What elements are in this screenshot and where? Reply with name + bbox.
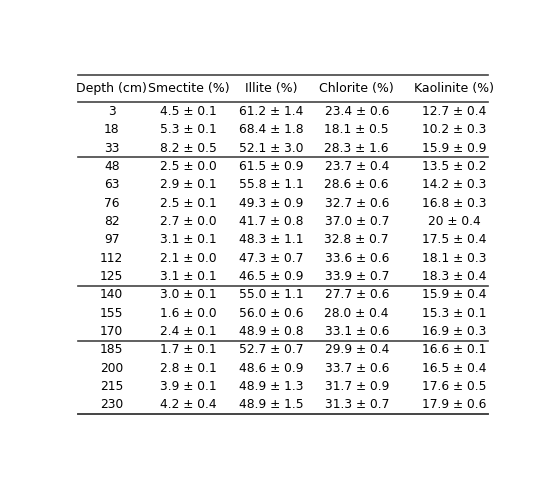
Text: 18.1 ± 0.5: 18.1 ± 0.5	[325, 124, 389, 136]
Text: 15.9 ± 0.4: 15.9 ± 0.4	[422, 288, 486, 301]
Text: 49.3 ± 0.9: 49.3 ± 0.9	[239, 196, 303, 210]
Text: 48.9 ± 1.5: 48.9 ± 1.5	[239, 398, 304, 411]
Text: 47.3 ± 0.7: 47.3 ± 0.7	[239, 251, 303, 265]
Text: 31.7 ± 0.9: 31.7 ± 0.9	[325, 380, 389, 393]
Text: 2.8 ± 0.1: 2.8 ± 0.1	[161, 362, 217, 374]
Text: 29.9 ± 0.4: 29.9 ± 0.4	[325, 343, 389, 356]
Text: 12.7 ± 0.4: 12.7 ± 0.4	[422, 105, 486, 118]
Text: 52.7 ± 0.7: 52.7 ± 0.7	[239, 343, 304, 356]
Text: 200: 200	[100, 362, 124, 374]
Text: 17.5 ± 0.4: 17.5 ± 0.4	[422, 233, 486, 247]
Text: 18: 18	[104, 124, 120, 136]
Text: 17.6 ± 0.5: 17.6 ± 0.5	[422, 380, 486, 393]
Text: 32.7 ± 0.6: 32.7 ± 0.6	[325, 196, 389, 210]
Text: Smectite (%): Smectite (%)	[148, 82, 230, 95]
Text: 15.3 ± 0.1: 15.3 ± 0.1	[422, 307, 486, 319]
Text: 48.9 ± 1.3: 48.9 ± 1.3	[239, 380, 304, 393]
Text: 37.0 ± 0.7: 37.0 ± 0.7	[325, 215, 389, 228]
Text: 46.5 ± 0.9: 46.5 ± 0.9	[239, 270, 304, 283]
Text: 14.2 ± 0.3: 14.2 ± 0.3	[422, 178, 486, 191]
Text: Illite (%): Illite (%)	[245, 82, 298, 95]
Text: 2.1 ± 0.0: 2.1 ± 0.0	[161, 251, 217, 265]
Text: 2.4 ± 0.1: 2.4 ± 0.1	[161, 325, 217, 338]
Text: 15.9 ± 0.9: 15.9 ± 0.9	[422, 142, 486, 155]
Text: 16.8 ± 0.3: 16.8 ± 0.3	[422, 196, 486, 210]
Text: 61.5 ± 0.9: 61.5 ± 0.9	[239, 160, 304, 173]
Text: 16.5 ± 0.4: 16.5 ± 0.4	[422, 362, 486, 374]
Text: 2.5 ± 0.1: 2.5 ± 0.1	[161, 196, 217, 210]
Text: 76: 76	[104, 196, 120, 210]
Text: Depth (cm): Depth (cm)	[76, 82, 147, 95]
Text: 125: 125	[100, 270, 124, 283]
Text: 52.1 ± 3.0: 52.1 ± 3.0	[239, 142, 304, 155]
Text: 4.5 ± 0.1: 4.5 ± 0.1	[161, 105, 217, 118]
Text: 48.3 ± 1.1: 48.3 ± 1.1	[239, 233, 304, 247]
Text: 18.3 ± 0.4: 18.3 ± 0.4	[422, 270, 486, 283]
Text: 4.2 ± 0.4: 4.2 ± 0.4	[161, 398, 217, 411]
Text: 32.8 ± 0.7: 32.8 ± 0.7	[325, 233, 389, 247]
Text: 170: 170	[100, 325, 124, 338]
Text: 61.2 ± 1.4: 61.2 ± 1.4	[239, 105, 303, 118]
Text: 140: 140	[100, 288, 124, 301]
Text: 48.6 ± 0.9: 48.6 ± 0.9	[239, 362, 304, 374]
Text: 10.2 ± 0.3: 10.2 ± 0.3	[422, 124, 486, 136]
Text: 2.7 ± 0.0: 2.7 ± 0.0	[161, 215, 217, 228]
Text: 82: 82	[104, 215, 120, 228]
Text: 33: 33	[104, 142, 120, 155]
Text: 23.7 ± 0.4: 23.7 ± 0.4	[325, 160, 389, 173]
Text: 3.9 ± 0.1: 3.9 ± 0.1	[161, 380, 217, 393]
Text: 48.9 ± 0.8: 48.9 ± 0.8	[239, 325, 304, 338]
Text: 33.6 ± 0.6: 33.6 ± 0.6	[325, 251, 389, 265]
Text: 3.0 ± 0.1: 3.0 ± 0.1	[161, 288, 217, 301]
Text: 48: 48	[104, 160, 120, 173]
Text: 2.5 ± 0.0: 2.5 ± 0.0	[161, 160, 217, 173]
Text: 3: 3	[108, 105, 116, 118]
Text: 3.1 ± 0.1: 3.1 ± 0.1	[161, 233, 217, 247]
Text: 3.1 ± 0.1: 3.1 ± 0.1	[161, 270, 217, 283]
Text: 63: 63	[104, 178, 120, 191]
Text: Kaolinite (%): Kaolinite (%)	[414, 82, 494, 95]
Text: 16.6 ± 0.1: 16.6 ± 0.1	[422, 343, 486, 356]
Text: 28.3 ± 1.6: 28.3 ± 1.6	[325, 142, 389, 155]
Text: 97: 97	[104, 233, 120, 247]
Text: 55.0 ± 1.1: 55.0 ± 1.1	[239, 288, 304, 301]
Text: 17.9 ± 0.6: 17.9 ± 0.6	[422, 398, 486, 411]
Text: 56.0 ± 0.6: 56.0 ± 0.6	[239, 307, 304, 319]
Text: 28.6 ± 0.6: 28.6 ± 0.6	[325, 178, 389, 191]
Text: 8.2 ± 0.5: 8.2 ± 0.5	[160, 142, 217, 155]
Text: 31.3 ± 0.7: 31.3 ± 0.7	[325, 398, 389, 411]
Text: 68.4 ± 1.8: 68.4 ± 1.8	[239, 124, 304, 136]
Text: 185: 185	[100, 343, 124, 356]
Text: 33.7 ± 0.6: 33.7 ± 0.6	[325, 362, 389, 374]
Text: 230: 230	[100, 398, 124, 411]
Text: 13.5 ± 0.2: 13.5 ± 0.2	[422, 160, 486, 173]
Text: 20 ± 0.4: 20 ± 0.4	[428, 215, 480, 228]
Text: 112: 112	[100, 251, 124, 265]
Text: 27.7 ± 0.6: 27.7 ± 0.6	[325, 288, 389, 301]
Text: 5.3 ± 0.1: 5.3 ± 0.1	[161, 124, 217, 136]
Text: 2.9 ± 0.1: 2.9 ± 0.1	[161, 178, 217, 191]
Text: 33.9 ± 0.7: 33.9 ± 0.7	[325, 270, 389, 283]
Text: 55.8 ± 1.1: 55.8 ± 1.1	[239, 178, 304, 191]
Text: 215: 215	[100, 380, 124, 393]
Text: 33.1 ± 0.6: 33.1 ± 0.6	[325, 325, 389, 338]
Text: 23.4 ± 0.6: 23.4 ± 0.6	[325, 105, 389, 118]
Text: Chlorite (%): Chlorite (%)	[319, 82, 394, 95]
Text: 28.0 ± 0.4: 28.0 ± 0.4	[325, 307, 389, 319]
Text: 16.9 ± 0.3: 16.9 ± 0.3	[422, 325, 486, 338]
Text: 155: 155	[100, 307, 124, 319]
Text: 41.7 ± 0.8: 41.7 ± 0.8	[239, 215, 304, 228]
Text: 18.1 ± 0.3: 18.1 ± 0.3	[422, 251, 486, 265]
Text: 1.7 ± 0.1: 1.7 ± 0.1	[161, 343, 217, 356]
Text: 1.6 ± 0.0: 1.6 ± 0.0	[161, 307, 217, 319]
